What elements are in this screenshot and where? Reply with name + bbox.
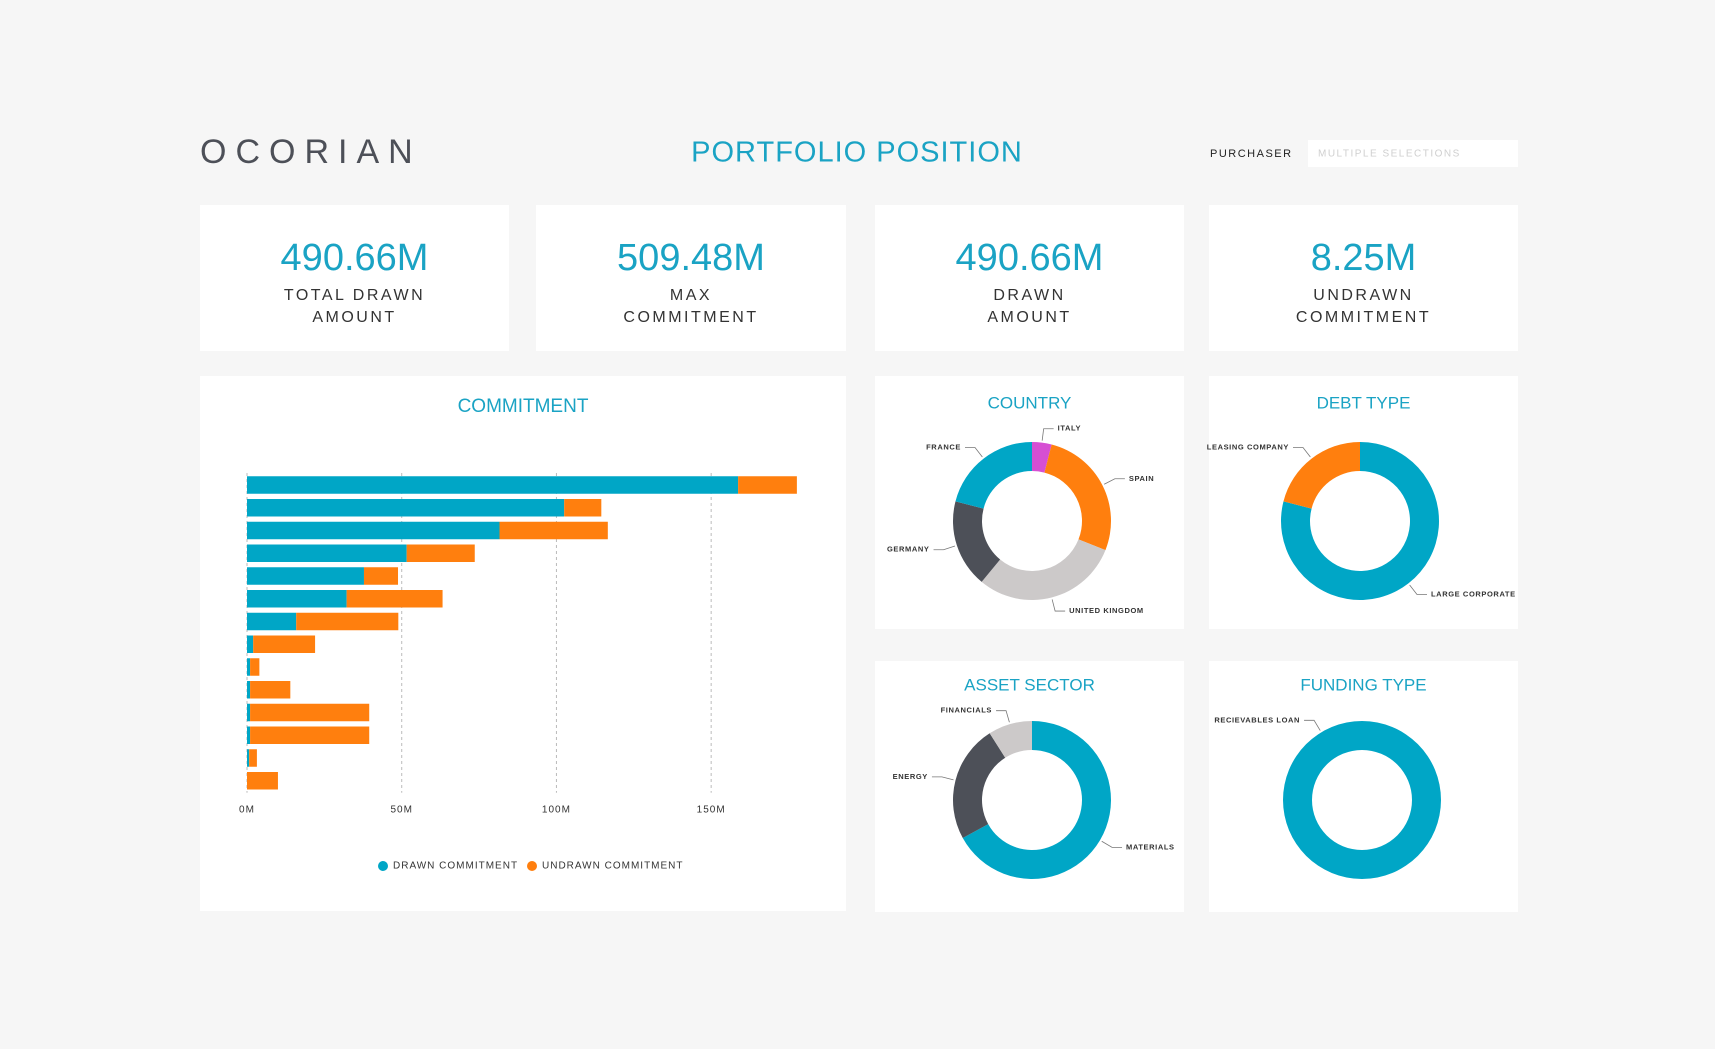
bar-segment	[247, 658, 251, 676]
pie-slice	[953, 501, 1001, 582]
bar-segment	[346, 590, 443, 608]
bar-segment	[250, 726, 370, 744]
slice-label: ENERGY	[893, 772, 928, 781]
bar-segment	[738, 476, 797, 494]
chart-title: DEBT TYPE	[1317, 393, 1411, 412]
kpi-label: COMMITMENT	[1296, 309, 1431, 326]
slice-label: FRANCE	[926, 442, 961, 451]
leader-line	[931, 776, 954, 781]
pie-slice	[1044, 444, 1111, 551]
x-tick-label: 50M	[390, 805, 412, 816]
bar-segment	[250, 658, 260, 676]
leader-line	[1409, 584, 1428, 595]
kpi-value: 490.66M	[956, 237, 1104, 279]
kpi-card	[1209, 205, 1518, 351]
bar-segment	[250, 681, 291, 699]
pie-slice	[1281, 442, 1440, 600]
chart-title: COMMITMENT	[458, 396, 589, 417]
leader-line	[1304, 719, 1321, 731]
bar-segment	[247, 612, 297, 631]
legend-marker	[527, 861, 537, 871]
kpi-label: AMOUNT	[312, 309, 396, 326]
chart-title: ASSET SECTOR	[964, 675, 1095, 694]
kpi-label: TOTAL DRAWN	[284, 287, 425, 304]
pie-slice	[1283, 442, 1360, 509]
bar-segment	[250, 703, 370, 722]
kpi-card	[200, 205, 509, 351]
pie-slice	[955, 442, 1032, 509]
bar-segment	[249, 749, 257, 767]
kpi-label: DRAWN	[993, 287, 1065, 304]
filter-label: PURCHASER	[1210, 148, 1293, 160]
chart-title: COUNTRY	[988, 393, 1072, 412]
pie-slice	[981, 539, 1106, 600]
legend-label: DRAWN COMMITMENT	[393, 861, 518, 872]
bar-segment	[564, 499, 602, 517]
slice-label: RECIEVABLES LOAN	[1214, 715, 1300, 724]
leader-line	[933, 545, 956, 551]
legend-marker	[378, 861, 388, 871]
slice-label: LARGE CORPORATE	[1431, 589, 1516, 598]
kpi-label: UNDRAWN	[1313, 287, 1413, 304]
slice-label: SPAIN	[1129, 474, 1154, 483]
slice-label: MATERIALS	[1126, 842, 1175, 851]
pie-slice	[962, 721, 1111, 880]
kpi-label: AMOUNT	[987, 309, 1071, 326]
bar-segment	[253, 635, 316, 653]
leader-line	[964, 447, 983, 458]
bar-segment	[406, 544, 475, 562]
leader-line	[1051, 599, 1066, 612]
logo: OCORIAN	[200, 133, 422, 171]
kpi-value: 8.25M	[1311, 237, 1417, 279]
kpi-value: 490.66M	[281, 237, 429, 279]
bar-segment	[247, 544, 407, 562]
legend-label: UNDRAWN COMMITMENT	[542, 861, 684, 872]
slice-label: FINANCIALS	[941, 706, 992, 715]
kpi-label: COMMITMENT	[623, 309, 758, 326]
pie-slice	[953, 733, 1006, 839]
pie-slice	[989, 721, 1032, 758]
bar-segment	[247, 635, 254, 653]
x-tick-label: 0M	[239, 805, 255, 816]
slice-label: LEASING COMPANY	[1207, 442, 1289, 451]
slice-label: GERMANY	[887, 545, 930, 554]
kpi-label: MAX	[670, 287, 712, 304]
slice-label: ITALY	[1058, 424, 1081, 433]
page-title: PORTFOLIO POSITION	[691, 137, 1023, 169]
leader-line	[996, 710, 1010, 723]
leader-line	[1041, 428, 1054, 441]
bar-segment	[363, 567, 399, 585]
pie-slice	[1032, 442, 1052, 473]
leader-line	[1101, 840, 1123, 848]
kpi-card	[536, 205, 846, 351]
bar-segment	[247, 703, 251, 722]
bar-segment	[247, 726, 251, 744]
filter-box[interactable]	[1308, 140, 1518, 167]
chart-title: FUNDING TYPE	[1300, 675, 1426, 694]
bar-segment	[499, 521, 608, 540]
kpi-value: 509.48M	[617, 237, 765, 279]
bar-segment	[247, 772, 278, 790]
bar-segment	[247, 590, 347, 608]
bar-segment	[296, 612, 399, 631]
bar-segment	[247, 499, 565, 517]
filter-value[interactable]: MULTIPLE SELECTIONS	[1318, 149, 1461, 160]
bar-segment	[247, 476, 739, 494]
x-tick-label: 150M	[697, 805, 726, 816]
leader-line	[1103, 478, 1125, 485]
pie-slice	[1283, 721, 1441, 879]
slice-label: UNITED KINGDOM	[1069, 606, 1144, 615]
bar-segment	[247, 749, 250, 767]
kpi-card	[875, 205, 1184, 351]
leader-line	[1292, 447, 1311, 458]
bar-segment	[247, 681, 251, 699]
bar-segment	[247, 567, 364, 585]
bar-segment	[247, 521, 500, 540]
x-tick-label: 100M	[542, 805, 571, 816]
